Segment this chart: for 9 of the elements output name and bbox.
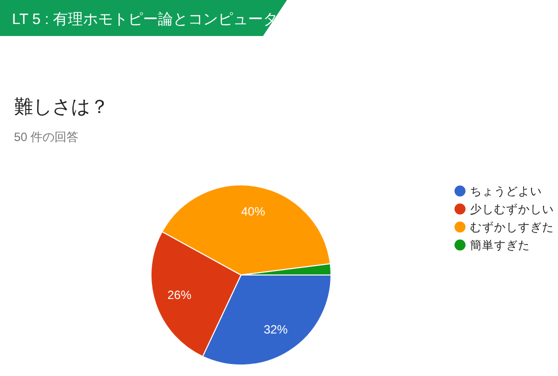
data-label: 40% [241,204,266,218]
legend-label: 少しむずかしい [470,203,554,216]
legend-label: むずかしすぎた [470,221,554,234]
data-label: 32% [264,322,288,337]
text: 50 件の回答 [14,130,79,144]
legend-label: 簡単すぎた [470,239,530,252]
data-label: 26% [167,288,192,302]
legend-label: ちょうどよい [470,185,542,198]
chart-subtitle: 難しさは？ [14,97,109,118]
